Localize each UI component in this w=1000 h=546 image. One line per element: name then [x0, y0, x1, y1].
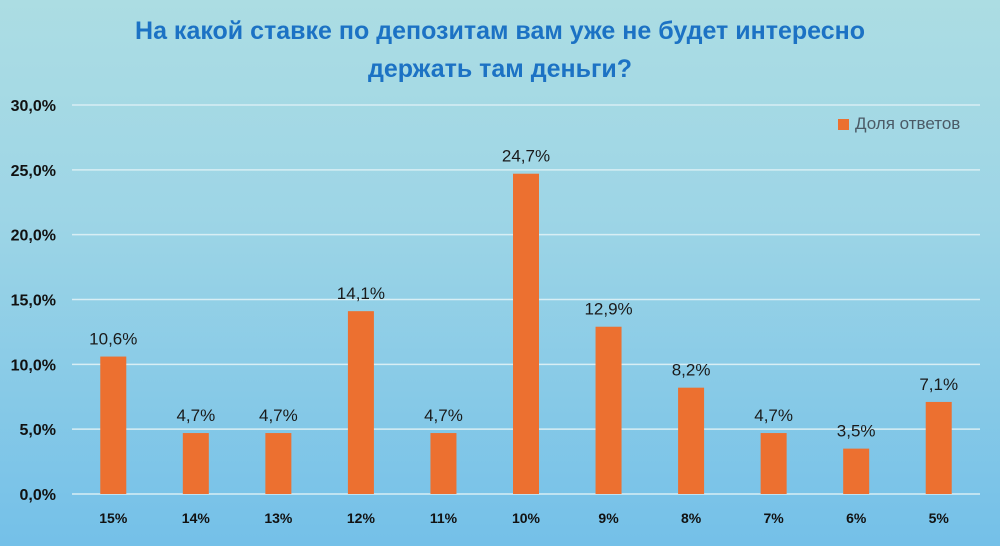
y-tick-label: 30,0%: [11, 98, 56, 115]
data-label: 24,7%: [502, 147, 550, 166]
x-tick-label: 10%: [512, 510, 541, 526]
data-label: 12,9%: [584, 300, 632, 319]
data-label: 4,7%: [754, 406, 793, 425]
bar: [182, 433, 209, 494]
y-tick-label: 25,0%: [11, 163, 56, 180]
title-line-1: На какой ставке по депозитам вам уже не …: [135, 17, 865, 45]
x-tick-label: 6%: [846, 510, 867, 526]
data-label: 14,1%: [337, 284, 385, 303]
title-line-2: держать там деньги?: [367, 55, 633, 83]
legend: Доля ответов: [838, 114, 960, 134]
data-label: 4,7%: [259, 406, 298, 425]
chart-title: На какой ставке по депозитам вам уже не …: [0, 12, 1000, 88]
y-tick-label: 20,0%: [11, 228, 56, 245]
bar: [513, 173, 539, 494]
x-tick-label: 5%: [929, 510, 950, 526]
y-tick-label: 15,0%: [11, 293, 56, 310]
x-tick-label: 12%: [347, 510, 376, 526]
bar: [430, 433, 457, 494]
x-tick-label: 9%: [598, 510, 619, 526]
y-tick-label: 10,0%: [11, 357, 56, 374]
x-tick-label: 14%: [182, 510, 211, 526]
bar: [265, 433, 292, 494]
legend-swatch: [838, 118, 849, 130]
x-tick-label: 7%: [764, 510, 785, 526]
data-label: 3,5%: [837, 422, 876, 441]
x-tick-label: 13%: [264, 510, 293, 526]
bar: [678, 387, 705, 494]
bar: [347, 311, 374, 494]
y-tick-label: 0,0%: [20, 487, 56, 504]
data-label: 7,1%: [919, 375, 958, 394]
bar: [843, 448, 870, 494]
data-label: 10,6%: [89, 330, 137, 349]
bar: [925, 401, 952, 494]
x-tick-label: 11%: [430, 510, 458, 526]
bar: [100, 356, 127, 494]
legend-label: Доля ответов: [855, 114, 961, 133]
bar: [595, 326, 622, 494]
x-tick-label: 8%: [681, 510, 702, 526]
y-tick-label: 5,0%: [20, 422, 56, 439]
data-label: 4,7%: [424, 406, 463, 425]
x-tick-label: 15%: [99, 510, 128, 526]
data-label: 4,7%: [176, 406, 215, 425]
data-label: 8,2%: [672, 361, 711, 380]
bar: [760, 433, 787, 494]
